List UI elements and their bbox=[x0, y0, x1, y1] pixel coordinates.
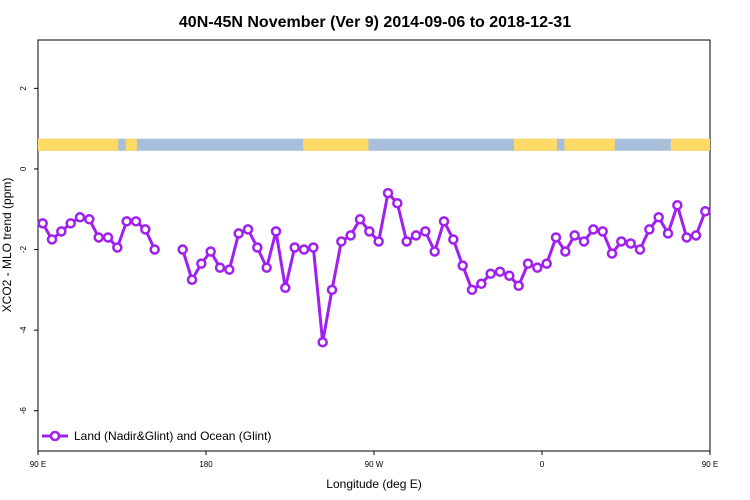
data-point bbox=[140, 224, 151, 235]
data-point bbox=[308, 242, 319, 253]
x-tick-label: 90 E bbox=[702, 460, 718, 469]
y-axis-ticks: 2 0 -2 -4 -6 bbox=[19, 86, 38, 415]
series-line bbox=[181, 191, 707, 344]
y-axis-label: XCO2 - MLO trend (ppm) bbox=[0, 178, 14, 313]
data-point bbox=[270, 226, 282, 237]
legend-marker bbox=[49, 430, 61, 442]
land-segment-3 bbox=[514, 138, 557, 151]
data-point bbox=[494, 266, 506, 277]
legend-label: Land (Nadir&Glint) and Ocean (Glint) bbox=[74, 429, 271, 443]
land-segment-0 bbox=[38, 138, 119, 151]
x-tick-label: 180 bbox=[199, 460, 213, 469]
data-point bbox=[662, 228, 674, 239]
data-point bbox=[364, 226, 375, 237]
data-point bbox=[121, 216, 132, 227]
data-point bbox=[214, 262, 226, 273]
land-segment-4 bbox=[564, 138, 615, 151]
data-point bbox=[373, 236, 384, 247]
data-point bbox=[560, 246, 571, 257]
data-point bbox=[336, 236, 347, 247]
data-point bbox=[569, 230, 580, 241]
data-point bbox=[653, 212, 664, 223]
data-point bbox=[93, 232, 104, 243]
land-segment-5 bbox=[670, 138, 710, 151]
data-point bbox=[149, 244, 160, 255]
data-point bbox=[429, 246, 440, 257]
data-point bbox=[298, 244, 310, 255]
x-tick-label: 90 E bbox=[30, 460, 46, 469]
data-point bbox=[588, 224, 599, 235]
data-point bbox=[345, 230, 356, 241]
data-point bbox=[504, 270, 515, 281]
land-segment-2 bbox=[303, 138, 369, 151]
y-tick-label: -4 bbox=[19, 326, 28, 334]
x-axis-label: Longitude (deg E) bbox=[326, 477, 421, 491]
data-point bbox=[74, 212, 86, 223]
x-axis-ticks: 90 E 180 90 W 0 90 E bbox=[30, 451, 718, 469]
data-point bbox=[541, 258, 552, 269]
data-point bbox=[438, 216, 450, 227]
data-point bbox=[485, 268, 496, 279]
data-point bbox=[532, 262, 543, 273]
data-point bbox=[224, 264, 235, 275]
legend: Land (Nadir&Glint) and Ocean (Glint) bbox=[42, 429, 271, 443]
x-tick-label: 0 bbox=[540, 460, 545, 469]
data-point bbox=[261, 262, 272, 273]
data-point bbox=[56, 226, 67, 237]
data-point bbox=[690, 230, 702, 241]
data-point bbox=[102, 232, 114, 243]
data-point bbox=[420, 226, 431, 237]
data-point bbox=[616, 236, 627, 247]
y-tick-label: -6 bbox=[19, 407, 28, 415]
data-point bbox=[84, 214, 95, 225]
data-point bbox=[550, 232, 562, 243]
data-point bbox=[401, 236, 412, 247]
data-point bbox=[644, 224, 655, 235]
data-point bbox=[252, 242, 263, 253]
data-point bbox=[634, 244, 646, 255]
data-point bbox=[672, 199, 683, 211]
data-point bbox=[112, 242, 123, 253]
data-point bbox=[700, 206, 711, 217]
data-point bbox=[37, 218, 48, 229]
data-point bbox=[242, 224, 254, 235]
data-point bbox=[280, 282, 291, 294]
data-point bbox=[681, 232, 692, 243]
data-point bbox=[317, 336, 328, 348]
land-segment-1 bbox=[125, 138, 137, 151]
y-tick-label: 0 bbox=[19, 166, 28, 171]
data-point bbox=[597, 226, 608, 237]
series-lines bbox=[41, 191, 707, 344]
data-point bbox=[186, 274, 198, 285]
data-point bbox=[392, 197, 403, 209]
y-tick-label: -2 bbox=[19, 245, 28, 253]
data-point bbox=[354, 214, 366, 225]
data-point bbox=[448, 234, 459, 245]
data-point bbox=[233, 228, 244, 239]
x-tick-label: 90 W bbox=[365, 460, 384, 469]
data-point bbox=[513, 280, 524, 292]
data-point bbox=[130, 216, 142, 227]
data-point bbox=[578, 236, 590, 247]
y-tick-label: 2 bbox=[19, 86, 28, 91]
data-point bbox=[289, 242, 300, 253]
data-point bbox=[326, 284, 338, 296]
data-point bbox=[466, 284, 478, 296]
data-point bbox=[625, 238, 636, 249]
data-point bbox=[476, 278, 487, 290]
data-point bbox=[382, 187, 394, 199]
data-point bbox=[522, 258, 534, 269]
data-point bbox=[65, 218, 76, 229]
data-point bbox=[606, 248, 618, 259]
chart-title: 40N-45N November (Ver 9) 2014-09-06 to 2… bbox=[179, 14, 571, 31]
data-point bbox=[457, 260, 468, 271]
land-ocean-bar bbox=[38, 138, 710, 151]
data-point bbox=[177, 244, 188, 255]
data-point bbox=[410, 230, 422, 241]
data-point bbox=[205, 246, 216, 257]
data-point bbox=[196, 258, 207, 269]
data-point bbox=[46, 234, 58, 245]
series-points bbox=[37, 187, 711, 348]
